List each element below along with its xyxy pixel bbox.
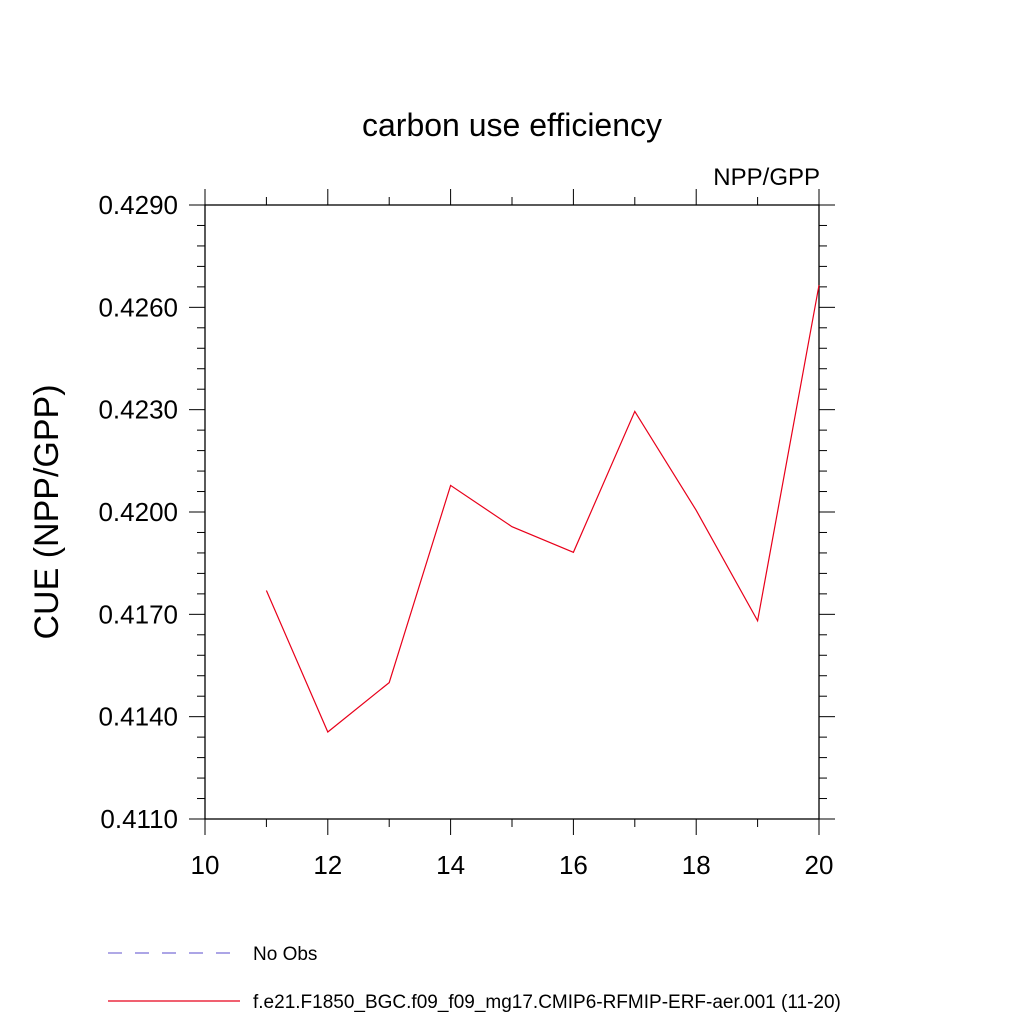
y-tick-label: 0.4200 <box>98 497 178 527</box>
y-tick-label: 0.4230 <box>98 395 178 425</box>
series-lines <box>265 285 820 733</box>
y-tick-label: 0.4260 <box>98 292 178 322</box>
axis-ticks <box>189 189 835 835</box>
legend-label-model: f.e21.F1850_BGC.f09_f09_mg17.CMIP6-RFMIP… <box>253 992 841 1013</box>
chart-subtitle-right: NPP/GPP <box>713 164 820 191</box>
y-axis-label: CUE (NPP/GPP) <box>28 384 66 639</box>
plot-frame <box>204 204 820 820</box>
legend: No Obs f.e21.F1850_BGC.f09_f09_mg17.CMIP… <box>108 944 841 1013</box>
y-tick-label: 0.4290 <box>98 190 178 220</box>
series-line <box>265 285 820 733</box>
y-tick-label: 0.4110 <box>100 804 178 834</box>
chart-title: carbon use efficiency <box>362 107 662 143</box>
x-tick-label: 18 <box>682 850 711 880</box>
legend-label-no-obs: No Obs <box>253 944 317 965</box>
y-tick-label: 0.4170 <box>98 599 178 629</box>
x-tick-label: 14 <box>436 850 465 880</box>
x-tick-label: 16 <box>559 850 588 880</box>
x-tick-label: 20 <box>805 850 834 880</box>
x-tick-label: 10 <box>191 850 220 880</box>
y-tick-label: 0.4140 <box>98 702 178 732</box>
x-tick-label: 12 <box>313 850 342 880</box>
axis-tick-labels: 10 12 14 16 18 20 0.4110 0.4140 0.4170 0.4200 0.42… <box>98 190 833 880</box>
